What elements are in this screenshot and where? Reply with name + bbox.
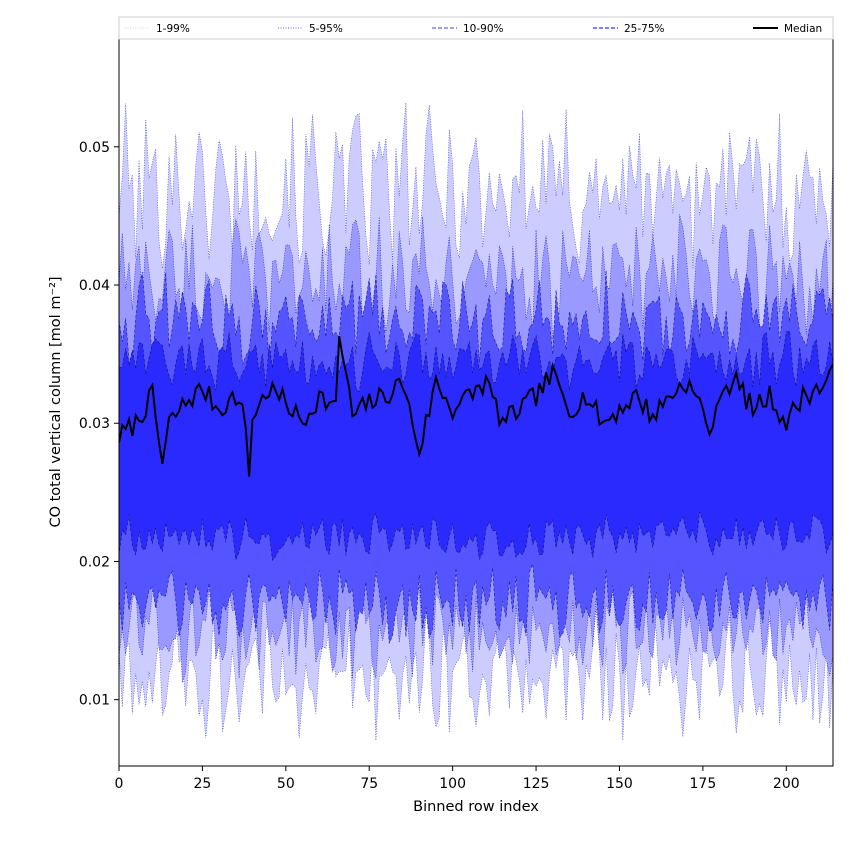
legend-item: 25-75% — [593, 23, 665, 35]
x-tick-label: 125 — [523, 776, 550, 792]
x-tick-label: 200 — [773, 776, 800, 792]
legend-box — [118, 16, 834, 40]
median-layer — [119, 336, 833, 477]
x-tick-label: 100 — [439, 776, 466, 792]
legend-label: 25-75% — [624, 23, 665, 35]
legend-item: 1-99% — [125, 23, 190, 35]
y-tick-label: 0.02 — [79, 554, 110, 570]
y-tick-label: 0.04 — [79, 278, 110, 294]
x-tick-label: 50 — [277, 776, 295, 792]
x-tick-label: 25 — [193, 776, 211, 792]
legend-item: 10-90% — [432, 23, 504, 35]
bands-layer — [119, 102, 833, 741]
y-tick-label: 0.05 — [79, 140, 110, 156]
legend-item: 5-95% — [278, 23, 343, 35]
y-axis: 0.01 0.02 0.03 0.04 0.05 — [79, 140, 119, 709]
legend-item: Median — [753, 23, 822, 35]
x-axis-label: Binned row index — [413, 799, 539, 815]
median-line — [119, 336, 833, 477]
x-tick-label: 0 — [115, 776, 124, 792]
legend-label: 5-95% — [309, 23, 343, 35]
y-tick-label: 0.03 — [79, 416, 110, 432]
y-axis-label: CO total vertical column [mol m⁻²] — [48, 276, 64, 527]
x-tick-label: 150 — [606, 776, 633, 792]
y-tick-label: 0.01 — [79, 693, 110, 709]
legend-label: Median — [784, 23, 822, 35]
legend-label: 10-90% — [463, 23, 504, 35]
legend-label: 1-99% — [156, 23, 190, 35]
x-axis: 0 25 50 75 100 125 150 175 200 — [115, 766, 800, 792]
x-tick-label: 75 — [360, 776, 378, 792]
band-25-75% — [119, 330, 833, 562]
x-tick-label: 175 — [690, 776, 717, 792]
legend: 1-99% 5-95% 10-90% 25-75% Median — [118, 16, 834, 40]
